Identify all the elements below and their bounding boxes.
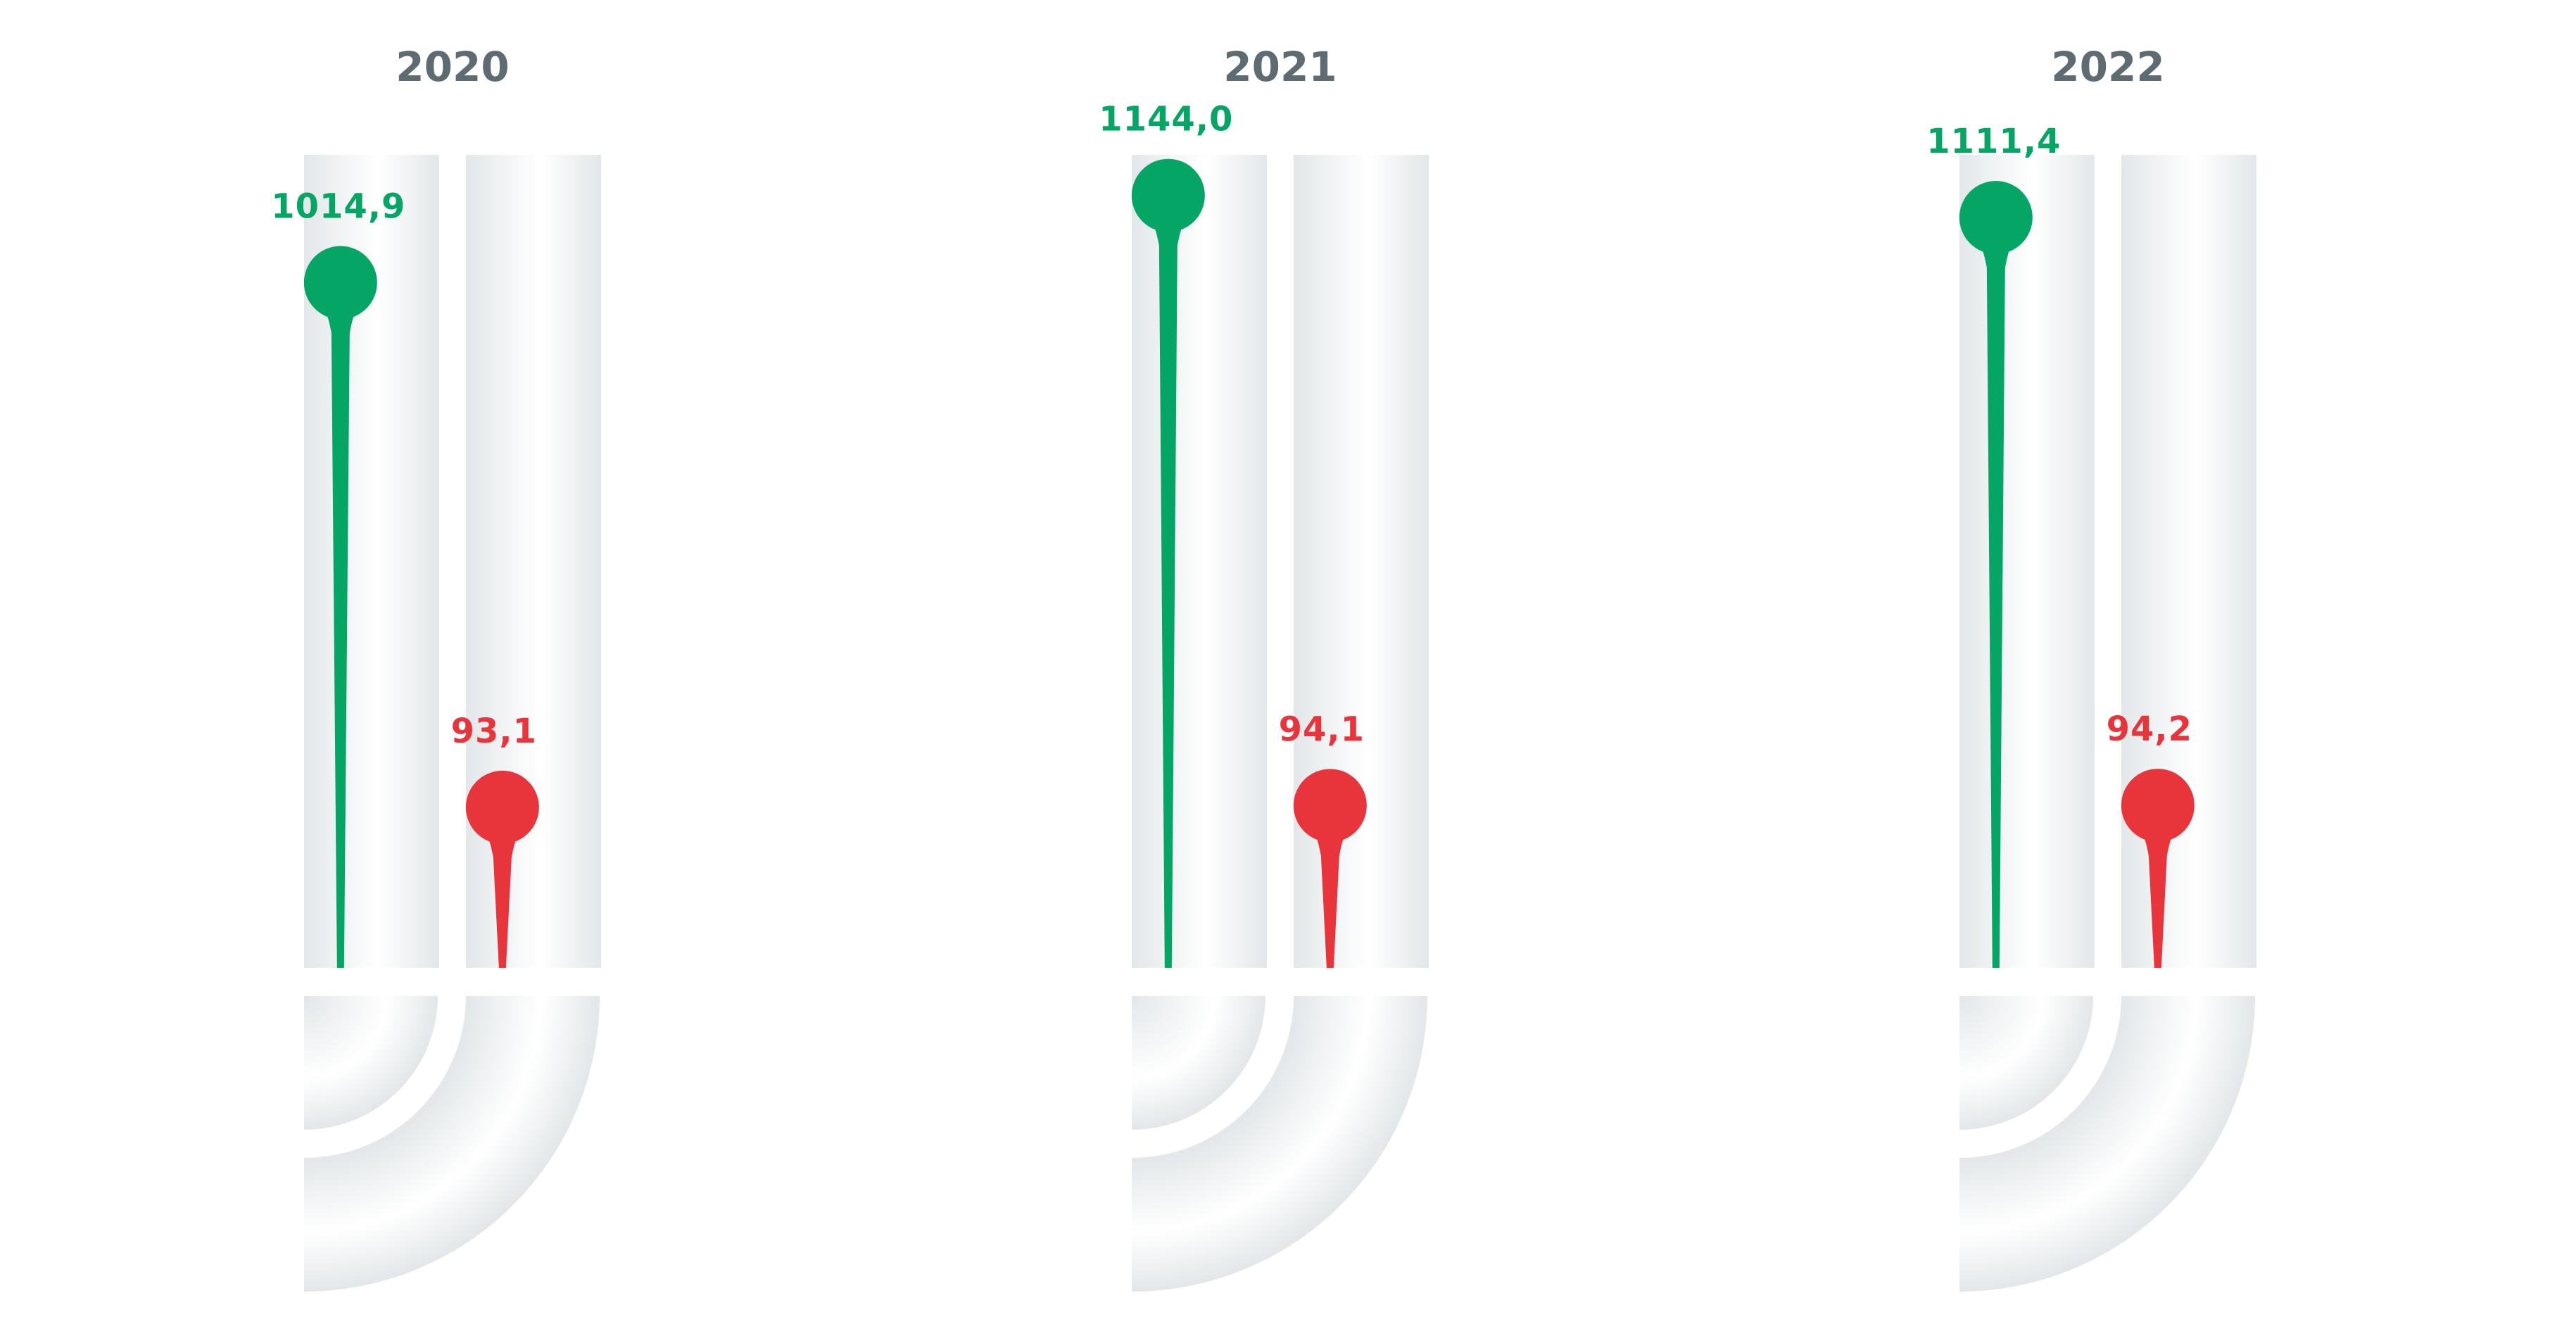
value-label: 1111,4 <box>1926 122 2061 161</box>
year-group-2021: 2021 1144,0 94,1 <box>1099 43 1429 1292</box>
elbow-outer <box>1132 996 1427 1292</box>
year-label: 2022 <box>2051 43 2164 91</box>
lollipop-ball <box>303 246 377 320</box>
lollipop-stem <box>1311 833 1349 968</box>
value-label: 1144,0 <box>1099 100 1233 139</box>
elbow-inner <box>1959 996 2093 1130</box>
year-label: 2021 <box>1223 43 1337 91</box>
lollipop-ball <box>1959 180 2033 254</box>
year-label: 2020 <box>396 43 509 91</box>
lollipop-stem <box>484 835 521 968</box>
value-label: 94,1 <box>1279 710 1365 749</box>
year-group-2022: 2022 1111,4 94,2 <box>1926 43 2256 1292</box>
track-right <box>1294 155 1429 968</box>
chart-groups: 2020 1014,9 93,1 2021 1144,0 94,1 2022 1111,4 94… <box>271 43 2256 1292</box>
lollipop-series-1: 1144,0 <box>1099 100 1233 969</box>
elbow-outer <box>1959 996 2255 1292</box>
year-group-2020: 2020 1014,9 93,1 <box>271 43 601 1292</box>
lollipop-stem <box>1149 223 1187 969</box>
lollipop-stem <box>1977 245 2014 968</box>
track-right <box>2121 155 2256 968</box>
lollipop-ball <box>465 770 539 844</box>
value-label: 93,1 <box>451 712 537 751</box>
track-left <box>1959 155 2095 968</box>
lollipop-series-1: 1014,9 <box>271 187 405 968</box>
elbow-outer <box>304 996 600 1292</box>
lollipop-ball <box>1293 769 1367 843</box>
lollipop-series-1: 1111,4 <box>1926 122 2061 968</box>
value-label: 94,2 <box>2107 710 2192 749</box>
lollipop-series-2: 94,1 <box>1279 710 1367 968</box>
value-label: 1014,9 <box>271 187 405 227</box>
lollipop-stem <box>2139 833 2176 968</box>
elbow-inner <box>304 996 438 1130</box>
track-right <box>466 155 601 968</box>
lollipop-series-2: 94,2 <box>2107 710 2195 968</box>
elbow-inner <box>1132 996 1265 1130</box>
lollipop-series-2: 93,1 <box>451 712 539 968</box>
lollipop-stem <box>322 310 359 968</box>
track-left <box>1132 155 1267 968</box>
lollipop-ball <box>2121 769 2195 843</box>
lollipop-ball <box>1131 158 1205 232</box>
